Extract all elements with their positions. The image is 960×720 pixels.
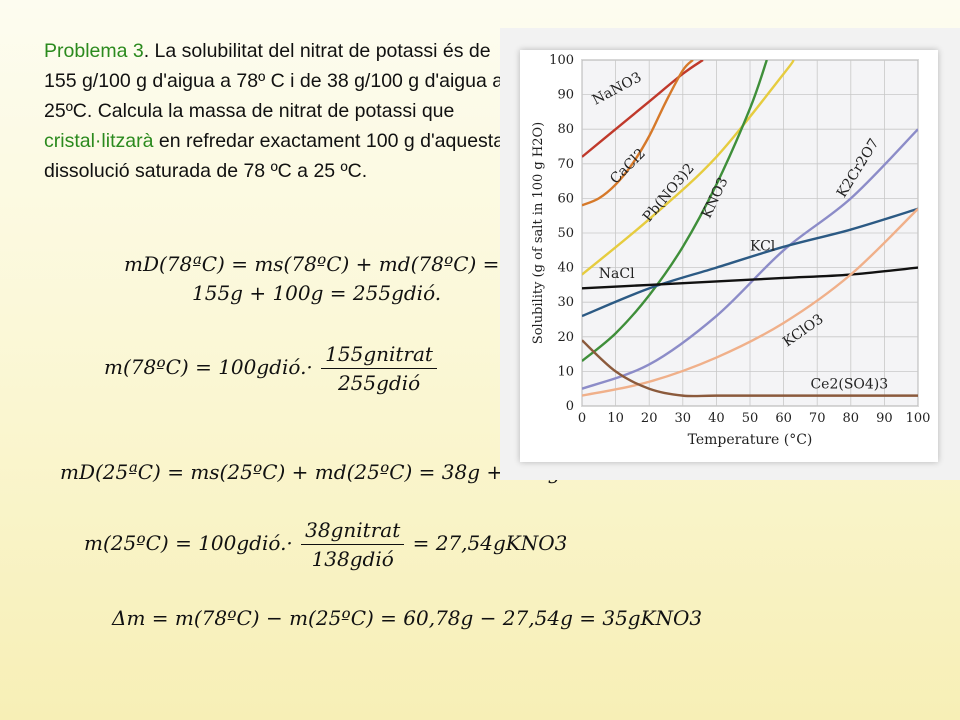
x-tick-label-40: 40 — [708, 411, 725, 426]
series-label-ce2-so4-3: Ce2(SO4)3 — [810, 377, 888, 393]
x-tick-label-30: 30 — [675, 411, 692, 426]
series-line-ce2-so4-3 — [582, 339, 918, 398]
x-tick-label-90: 90 — [876, 411, 893, 426]
y-tick-label-90: 90 — [557, 88, 574, 103]
problem-text-1: . La solubilitat del nitrat de potassi é… — [44, 40, 504, 122]
x-tick-label-20: 20 — [641, 411, 658, 426]
x-tick-label-0: 0 — [578, 411, 586, 426]
equation-4: m(25ºC) = 100gdió.· 38gnitrat 138gdió = … — [84, 518, 567, 571]
series-line-kclo3 — [582, 207, 918, 397]
y-tick-label-100: 100 — [549, 53, 574, 68]
y-tick-label-80: 80 — [557, 122, 574, 137]
y-tick-label-20: 20 — [557, 330, 574, 345]
equation-2-denominator: 255gdió — [337, 371, 421, 395]
x-axis-label: Temperature (°C) — [688, 432, 813, 448]
x-tick-label-100: 100 — [906, 411, 931, 426]
x-tick-label-50: 50 — [742, 411, 759, 426]
problem-title: Problema 3 — [44, 40, 144, 62]
series-label-kcl: KCl — [750, 238, 776, 254]
equation-2-fraction: 155gnitrat 255gdió — [321, 342, 437, 395]
y-tick-label-30: 30 — [557, 295, 574, 310]
equation-2-left: m(78ºC) = 100gdió.· — [104, 355, 313, 379]
equation-5: Δm = m(78ºC) − m(25ºC) = 60,78g − 27,54g… — [112, 606, 703, 630]
equation-2-numerator: 155gnitrat — [321, 342, 437, 369]
solubility-chart-panel: 0 10 20 30 40 50 60 70 80 90 100 0 10 20 30 40 50 60 70 80 9… — [520, 50, 938, 462]
series-line-kcl — [582, 207, 918, 318]
equation-4-left: m(25ºC) = 100gdió.· — [84, 531, 293, 555]
equation-4-right: = 27,54gKNO3 — [412, 531, 568, 555]
equation-1-line-2: 155g + 100g = 255gdió. — [192, 281, 442, 305]
series-line-kno3 — [582, 60, 768, 362]
problem-green-word: cristal·litzarà — [44, 130, 154, 152]
y-tick-label-0: 0 — [566, 399, 574, 414]
series-line-cacl2 — [582, 60, 694, 207]
y-tick-label-50: 50 — [557, 226, 574, 241]
equation-4-denominator: 138gdió — [311, 547, 394, 571]
series-line-nano3 — [582, 60, 704, 158]
x-tick-label-10: 10 — [607, 411, 624, 426]
series-line-pb-no3-2 — [582, 60, 795, 276]
problem-statement: Problema 3. La solubilitat del nitrat de… — [44, 36, 514, 186]
solubility-chart-frame: 0 10 20 30 40 50 60 70 80 90 100 0 10 20 30 40 50 60 70 80 9… — [500, 28, 960, 480]
series-line-nacl — [582, 266, 918, 290]
equation-3: mD(25ªC) = ms(25ºC) + md(25ºC) = 38g + 1… — [60, 460, 561, 484]
y-tick-label-70: 70 — [557, 157, 574, 172]
x-tick-label-70: 70 — [809, 411, 826, 426]
equation-4-fraction: 38gnitrat 138gdió — [301, 518, 405, 571]
y-tick-label-10: 10 — [557, 364, 574, 379]
x-tick-label-60: 60 — [775, 411, 792, 426]
series-label-nacl: NaCl — [599, 266, 635, 282]
x-tick-label-80: 80 — [843, 411, 860, 426]
y-tick-label-40: 40 — [557, 261, 574, 276]
equation-1-line-1: mD(78ªC) = ms(78ºC) + md(78ºC) = — [124, 252, 500, 276]
equation-2: m(78ºC) = 100gdió.· 155gnitrat 255gdió — [104, 342, 439, 395]
y-tick-label-60: 60 — [557, 191, 574, 206]
solubility-chart: 0 10 20 30 40 50 60 70 80 90 100 0 10 20 30 40 50 60 70 80 9… — [531, 53, 931, 448]
equation-4-numerator: 38gnitrat — [301, 518, 405, 545]
problem-text-2: en refredar exactament 100 g d'aquesta d… — [44, 130, 505, 182]
y-axis-label: Solubility (g of salt in 100 g H2O) — [531, 122, 546, 344]
